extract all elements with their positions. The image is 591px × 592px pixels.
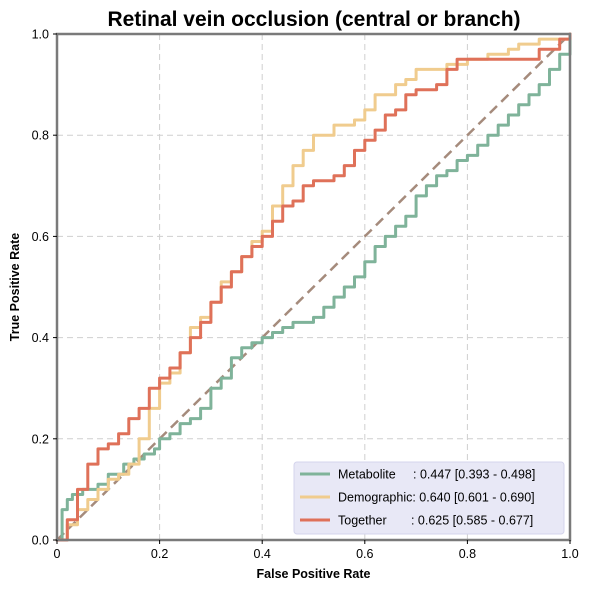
x-tick-label: 0.8 [459, 547, 476, 561]
series-line-metabolite [55, 32, 572, 542]
reference-diagonal [56, 33, 571, 541]
legend: Metabolite : 0.447 [0.393 - 0.498] Demogr… [293, 461, 565, 535]
series-lines [55, 32, 572, 542]
x-tick-label: 0.4 [254, 547, 271, 561]
x-tick-label: 0.6 [356, 547, 373, 561]
y-axis-label: True Positive Rate [8, 233, 22, 341]
legend-label: Together : 0.625 [0.585 - 0.677] [338, 514, 533, 528]
y-tick-label: 0.4 [32, 331, 49, 345]
y-tick-label: 0.6 [32, 230, 49, 244]
y-tick-label: 0.8 [32, 129, 49, 143]
x-tick-label: 1.0 [561, 547, 578, 561]
plot-frame [55, 32, 572, 542]
y-tick-label: 0.2 [32, 432, 49, 446]
y-tick-label: 1.0 [32, 28, 49, 42]
legend-label: Metabolite : 0.447 [0.393 - 0.498] [338, 468, 535, 482]
x-tick-label: 0 [54, 547, 61, 561]
y-tick-label: 0.0 [32, 534, 49, 548]
legend-box [293, 461, 565, 535]
series-line-together [55, 32, 572, 542]
x-axis-label: False Positive Rate [257, 567, 371, 581]
legend-label: Demographic: 0.640 [0.601 - 0.690] [338, 491, 535, 505]
chance-line [56, 33, 571, 541]
x-tick-label: 0.2 [151, 547, 168, 561]
chart-title: Retinal vein occlusion (central or branc… [107, 8, 520, 31]
axis-ticks: 0 0.2 0.4 0.6 0.8 1.0 0.0 0.2 0.4 0.6 0.8 1.0 [32, 28, 579, 562]
